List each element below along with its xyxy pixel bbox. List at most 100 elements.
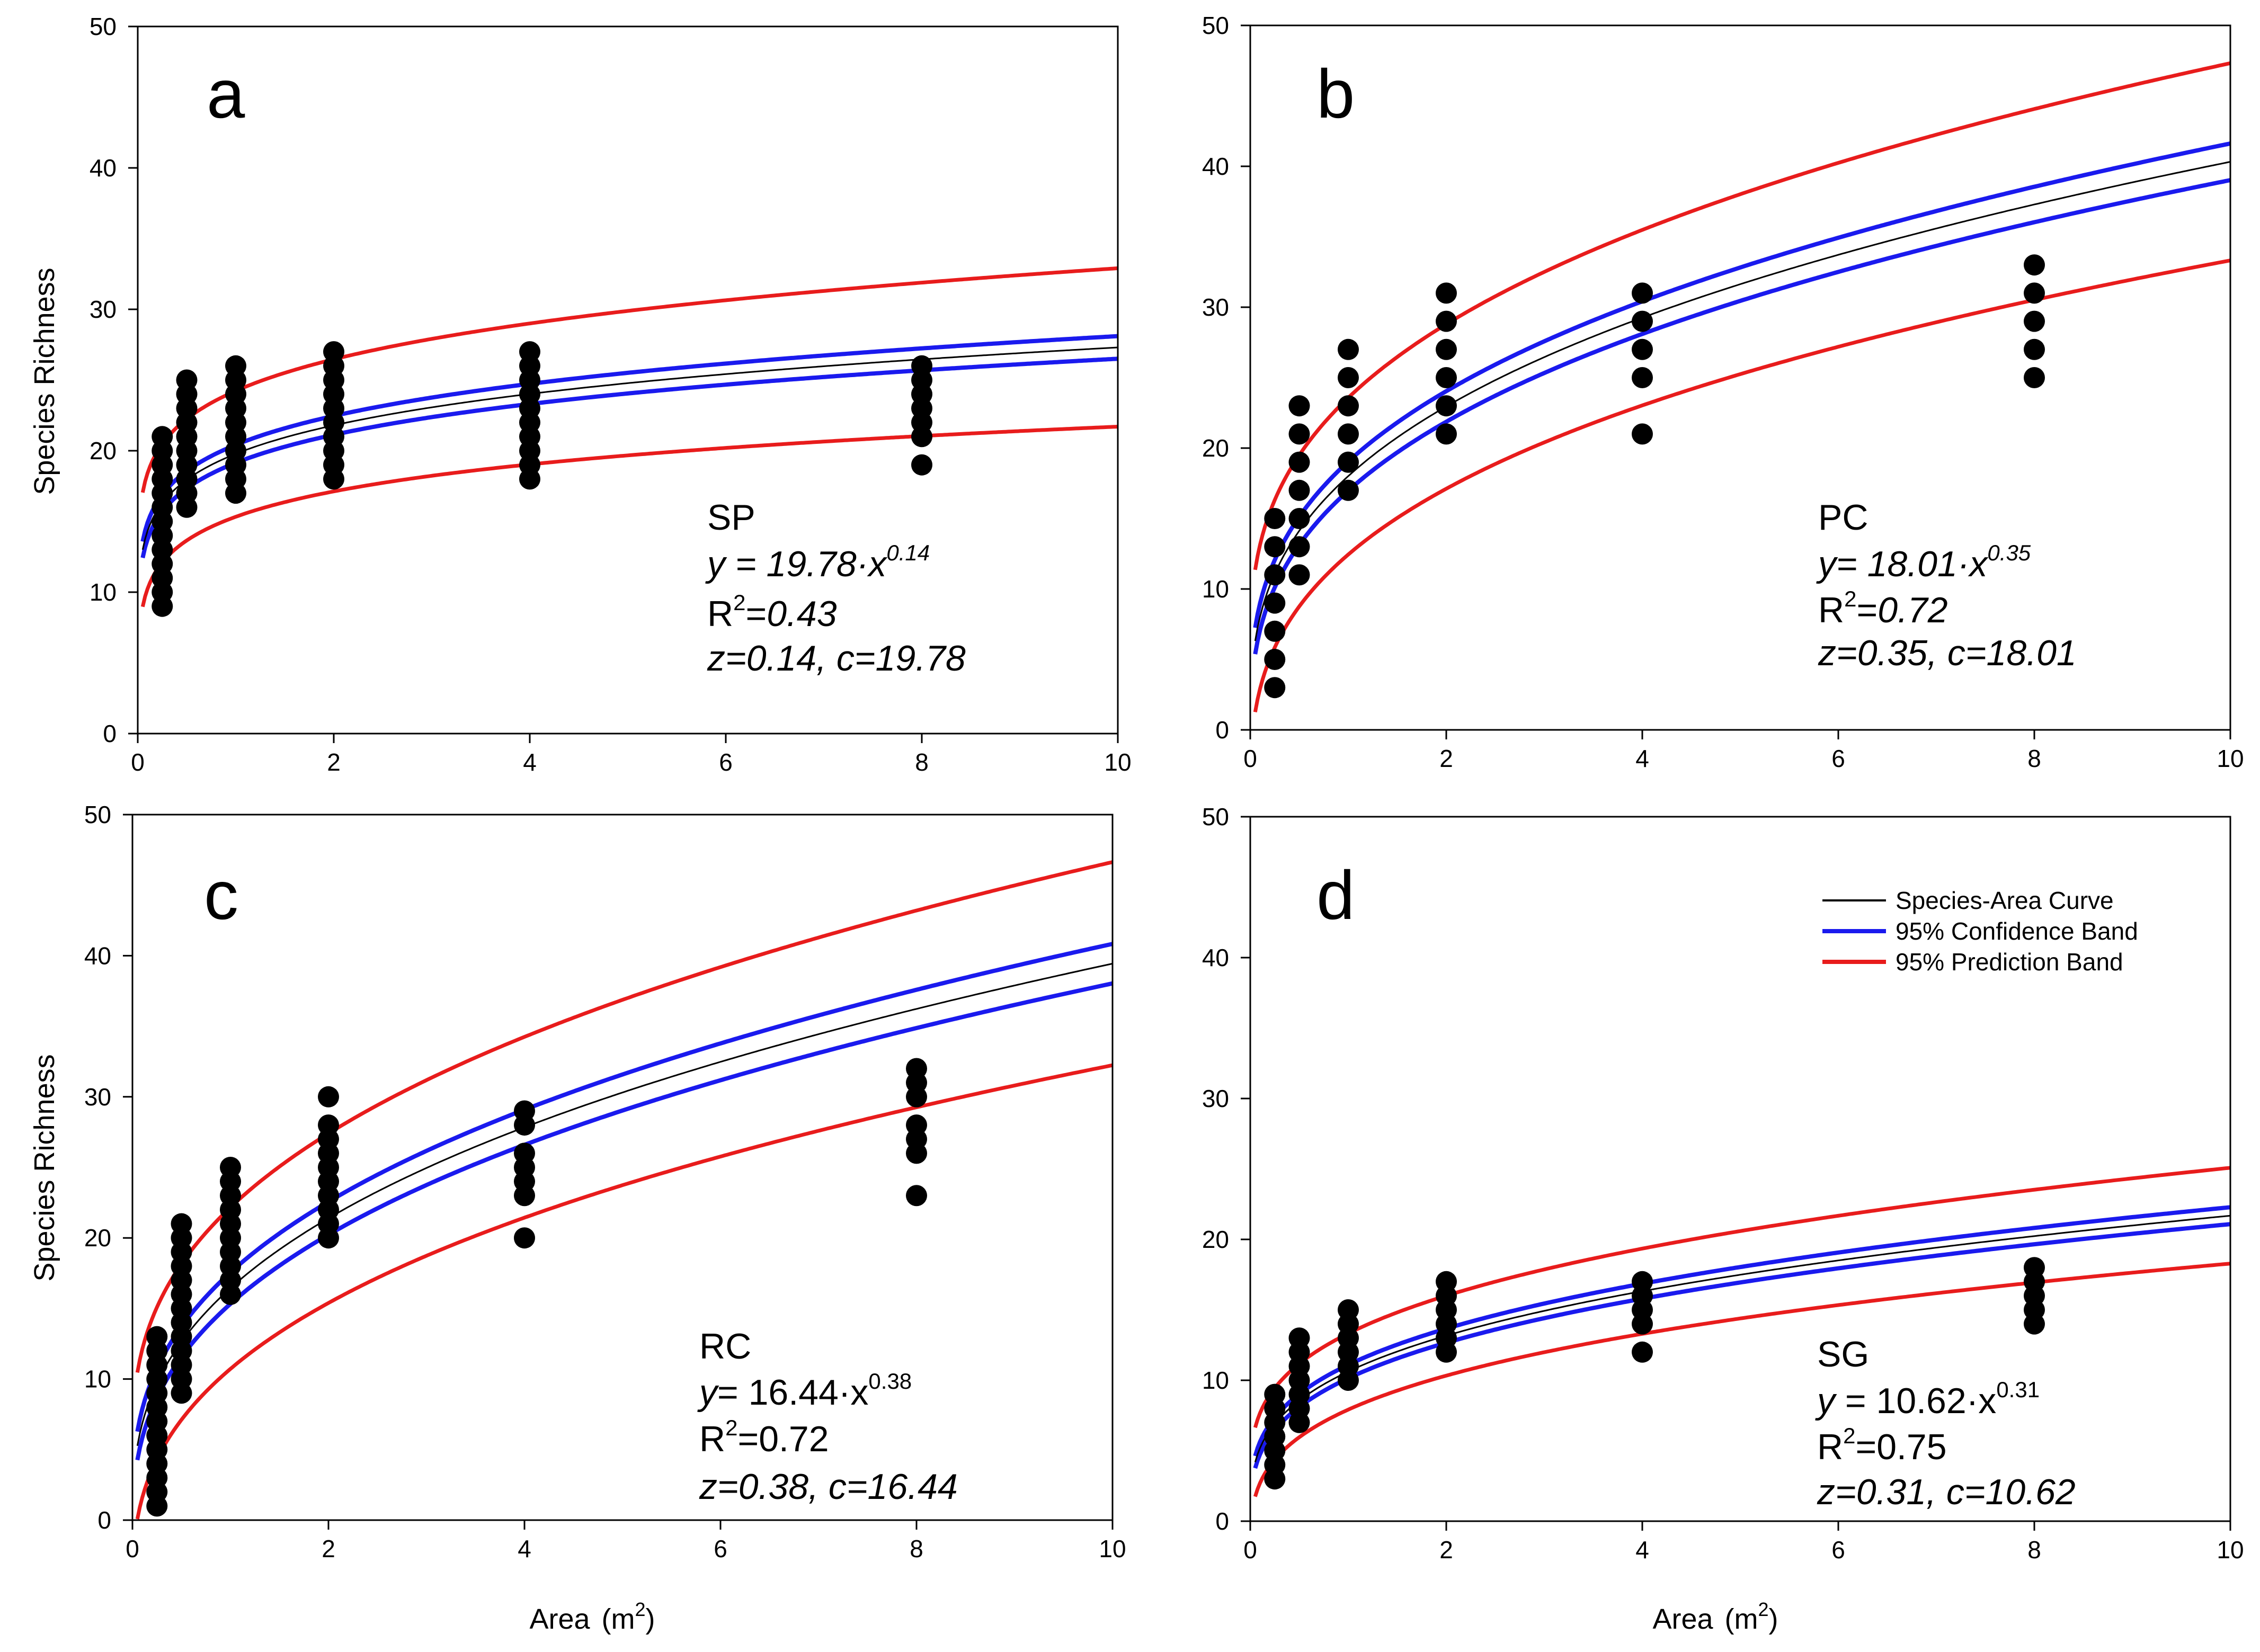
panel-b-data-point <box>1264 536 1286 558</box>
panel-a-xtick-label: 4 <box>523 748 537 776</box>
panel-a-ytick-label: 0 <box>103 720 117 747</box>
panel-b-data-point <box>1338 367 1359 388</box>
panel-c-equation: y= 16.44·x0.38 <box>697 1369 912 1413</box>
panel-c-data-point <box>514 1227 535 1249</box>
legend-label-confidence: 95% Confidence Band <box>1896 917 2138 945</box>
panel-a-confidence-lower <box>140 356 1118 559</box>
panel-b-fit-curve <box>1254 161 2230 641</box>
panel-c-xtick-label: 6 <box>714 1535 727 1562</box>
panel-c-r2-value: 0.72 <box>759 1419 829 1459</box>
panel-c-xtick-label: 2 <box>322 1535 335 1562</box>
panel-c-ytick-label: 30 <box>84 1083 111 1111</box>
panel-c-frame <box>131 814 1114 1521</box>
panel-b-confidence-lower <box>1253 178 2230 655</box>
panel-c-fit-curve <box>136 962 1113 1446</box>
panel-d-ytick-label: 20 <box>1202 1226 1229 1253</box>
panel-a-data-point <box>176 369 198 391</box>
panel-d-params: z=0.31, c=10.62 <box>1817 1472 2076 1512</box>
panel-d-ytick-label: 0 <box>1215 1507 1229 1535</box>
panel-d-xtick-label: 2 <box>1439 1536 1453 1564</box>
panel-a-data-point <box>911 454 932 476</box>
panel-d-fit-curve <box>1254 1215 2230 1462</box>
panel-b-data-point <box>1288 536 1310 558</box>
panel-b-annotation: PC y= 18.01·x0.35 R2=0.72 z=0.35, c=18.0… <box>1816 497 2077 673</box>
panel-b-data-point <box>1632 367 1653 388</box>
panel-b-data-point <box>1264 564 1286 586</box>
panel-d-ytick-label: 10 <box>1202 1367 1229 1394</box>
panel-d-xtick-label: 4 <box>1635 1536 1649 1564</box>
panel-b-data-point <box>1288 423 1310 445</box>
panel-d-xtick-label: 8 <box>2027 1536 2041 1564</box>
panel-b-data-point <box>1632 423 1653 445</box>
panel-b-data-point <box>1338 338 1359 360</box>
panel-a-ytick-label: 30 <box>90 296 117 323</box>
panel-a-equation: y = 19.78·x0.14 <box>705 540 930 584</box>
panel-a-eq-y: y <box>705 544 727 584</box>
panel-d-data-point <box>1338 1299 1359 1320</box>
panel-a-eq-exp: 0.14 <box>886 540 930 565</box>
panel-c-data-point <box>220 1157 241 1178</box>
panel-a-ytick-label: 40 <box>90 154 117 182</box>
panel-c-xtick-label: 10 <box>1099 1535 1126 1562</box>
panel-c-data-point <box>906 1058 927 1079</box>
panel-b-axes: 0 2 4 6 8 10 0 10 20 30 40 50 <box>1202 12 2244 772</box>
panel-c-ytick-label: 10 <box>84 1365 111 1393</box>
panel-b-data-point <box>2024 367 2045 388</box>
panel-b-data-point <box>1436 423 1457 445</box>
panel-b-data-point <box>1288 508 1310 529</box>
panel-a-prediction-upper <box>140 266 1118 493</box>
panel-a-r2: R2=0.43 <box>707 590 837 634</box>
panel-d-ytick-label: 50 <box>1202 803 1229 831</box>
panel-d-prediction-upper <box>1253 1166 2230 1428</box>
panel-b-letter: b <box>1316 55 1355 132</box>
panel-a-xtick-label: 0 <box>131 748 145 776</box>
panel-b-data-point <box>1264 620 1286 642</box>
panel-b-data-point <box>2024 338 2045 360</box>
panel-a-r2-value: 0.43 <box>767 594 837 634</box>
panel-c-xtick-label: 8 <box>910 1535 923 1562</box>
legend: Species-Area Curve 95% Confidence Band 9… <box>1822 887 2138 976</box>
panel-b-data-point <box>1264 592 1286 614</box>
panel-c-axes: 0 2 4 6 8 10 0 10 20 30 40 50 <box>84 801 1126 1562</box>
panel-a-data-point <box>911 355 932 377</box>
panel-c-xtick-label: 4 <box>518 1535 531 1562</box>
panel-a-site: SP <box>707 497 755 538</box>
panel-b-equation: y= 18.01·x0.35 <box>1816 540 2031 584</box>
panel-c-data-point <box>514 1142 535 1164</box>
panel-a-ylabel: Species Richness <box>29 267 60 495</box>
panel-a: 0 2 4 6 8 10 0 10 20 30 40 50 a Species Richness SP… <box>29 13 1132 776</box>
panel-b-data-point <box>1288 451 1310 473</box>
panel-c-prediction-upper <box>135 860 1113 1373</box>
panel-b-ytick-label: 20 <box>1202 434 1229 462</box>
panel-c-xtick-label: 0 <box>126 1535 139 1562</box>
panel-b-xtick-label: 0 <box>1243 745 1257 772</box>
panel-b-data-point <box>2024 254 2045 276</box>
panel-b-ytick-label: 30 <box>1202 293 1229 321</box>
panel-c-site: RC <box>699 1326 751 1367</box>
panel-c-params: z=0.38, c=16.44 <box>699 1467 958 1507</box>
panel-c-data-point <box>146 1326 168 1347</box>
panel-b-data-point <box>1632 282 1653 304</box>
panel-b-frame <box>1249 24 2231 731</box>
panel-a-annotation: SP y = 19.78·x0.14 R2=0.43 z=0.14, c=19.… <box>705 497 966 678</box>
panel-b-confidence-upper <box>1253 141 2230 628</box>
panel-b-data-point <box>1436 395 1457 417</box>
panel-d-ytick-label: 30 <box>1202 1085 1229 1112</box>
panel-b-site: PC <box>1818 497 1868 538</box>
panel-a-xtick-label: 10 <box>1104 748 1131 776</box>
panel-a-data-point <box>152 426 173 448</box>
panel-c-ytick-label: 20 <box>84 1224 111 1252</box>
panel-b-data-point <box>1436 338 1457 360</box>
panel-d-confidence-lower <box>1253 1222 2230 1469</box>
panel-b-ytick-label: 0 <box>1215 716 1229 744</box>
panel-d-data-point <box>1632 1271 1653 1292</box>
panel-b-data-point <box>1288 479 1310 501</box>
panel-b-data-point <box>1338 479 1359 501</box>
panel-a-letter: a <box>207 55 245 132</box>
panel-d-r2: R2=0.75 <box>1817 1423 1947 1467</box>
panel-a-axes: 0 2 4 6 8 10 0 10 20 30 40 50 <box>90 13 1132 776</box>
panel-a-plot <box>140 266 1118 617</box>
panel-c-ylabel: Species Richness <box>29 1054 60 1281</box>
panel-c-data-point <box>318 1114 339 1136</box>
